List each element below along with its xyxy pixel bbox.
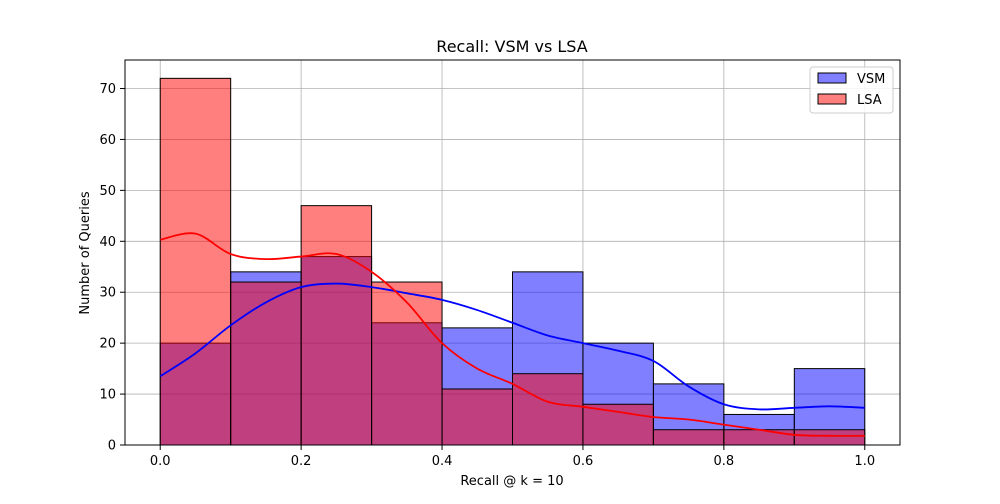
y-tick-label: 60 [99, 133, 116, 148]
y-tick-label: 50 [99, 184, 116, 199]
y-tick-label: 10 [99, 388, 116, 403]
chart-title: Recall: VSM vs LSA [436, 37, 587, 56]
bar-lsa [441, 388, 513, 446]
x-tick-label: 0.0 [150, 454, 171, 469]
bars-lsa [159, 77, 866, 446]
bar-lsa [652, 429, 725, 446]
kde-lines [159, 232, 865, 437]
bar-lsa [582, 403, 654, 446]
y-axis-ticks: 0 10 20 30 40 50 60 70 [99, 82, 125, 454]
x-axis-label: Recall @ k = 10 [460, 474, 563, 489]
legend-label-lsa: LSA [857, 93, 882, 108]
y-tick-label: 70 [99, 82, 116, 97]
bar-lsa [159, 77, 232, 446]
x-tick-label: 0.8 [714, 454, 735, 469]
y-tick-label: 30 [99, 286, 116, 301]
bar-lsa [230, 281, 302, 446]
bar-lsa [371, 281, 443, 446]
bar-lsa [723, 429, 795, 446]
legend: VSM LSA [809, 66, 894, 114]
kde-line-lsa [160, 232, 865, 437]
y-tick-label: 0 [108, 439, 116, 454]
x-tick-label: 0.4 [432, 454, 453, 469]
y-tick-label: 20 [99, 337, 116, 352]
legend-label-vsm: VSM [857, 72, 885, 87]
plot-frame [124, 59, 901, 446]
bar-lsa [512, 373, 584, 446]
bar-lsa [300, 205, 373, 446]
x-axis-ticks: 0.0 0.2 0.4 0.6 0.8 1.0 [150, 445, 875, 469]
legend-swatch-vsm [817, 72, 847, 84]
x-tick-label: 0.6 [573, 454, 594, 469]
bar-lsa [793, 429, 866, 446]
kde-line-vsm [159, 282, 865, 411]
y-axis-label: Number of Queries [78, 191, 93, 314]
legend-swatch-lsa [817, 93, 847, 105]
x-tick-label: 1.0 [854, 454, 875, 469]
y-tick-label: 40 [99, 235, 116, 250]
x-tick-label: 0.2 [291, 454, 312, 469]
